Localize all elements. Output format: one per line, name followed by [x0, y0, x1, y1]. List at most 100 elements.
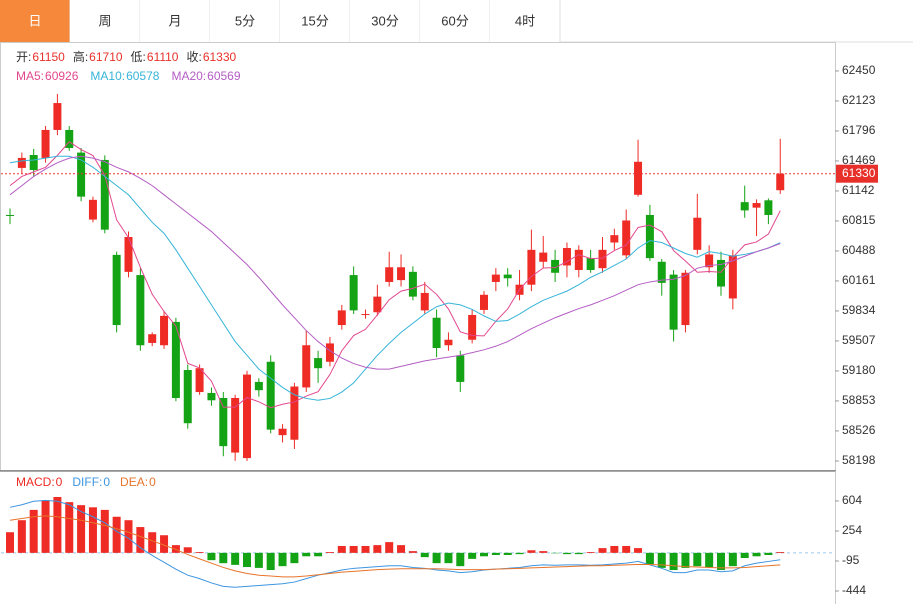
macd-bar — [610, 545, 619, 553]
macd-bar — [515, 552, 524, 555]
candle-body — [148, 334, 157, 343]
y-tick-label: 60488 — [842, 243, 876, 257]
candle-body — [776, 173, 785, 191]
tab-label[interactable]: 月 — [168, 13, 181, 28]
macd-bar — [420, 552, 429, 558]
macd-bar — [314, 552, 323, 557]
y-tick-label: 61469 — [842, 153, 876, 167]
macd-bar — [207, 552, 216, 561]
tab-label[interactable]: 30分 — [371, 13, 398, 28]
tab-label[interactable]: 日 — [28, 13, 41, 28]
tab[interactable] — [490, 0, 560, 42]
macd-bar — [290, 552, 299, 564]
macd-bar — [88, 507, 97, 553]
macd-bar — [705, 552, 714, 568]
candle-body — [705, 254, 714, 268]
info-value: 0 — [103, 475, 110, 489]
tab[interactable] — [0, 0, 70, 42]
info-value: 60926 — [45, 69, 79, 83]
macd-bar — [527, 550, 536, 553]
tab-label[interactable]: 15分 — [301, 13, 328, 28]
macd-bar — [302, 552, 311, 557]
candle-body — [290, 386, 299, 440]
last-price-label: 61330 — [842, 166, 876, 180]
candle-body — [231, 397, 240, 453]
candle-body — [278, 428, 287, 436]
candle-body — [29, 154, 38, 171]
y-tick-label: -444 — [842, 583, 866, 597]
candle-body — [468, 314, 477, 340]
macd-bar — [444, 552, 453, 564]
candle-body — [740, 202, 749, 211]
candle-body — [207, 392, 216, 401]
candle-body — [41, 129, 50, 158]
tab-label[interactable]: 周 — [98, 13, 111, 28]
candle-body — [408, 271, 417, 297]
macd-bar — [41, 500, 50, 553]
y-tick-label: 59834 — [842, 303, 876, 317]
macd-bar — [278, 552, 287, 567]
candle-body — [562, 248, 571, 266]
macd-bar — [53, 496, 62, 553]
candle-body — [669, 274, 678, 330]
candle-body — [693, 217, 702, 250]
macd-bar — [693, 552, 702, 567]
tab-label[interactable]: 5分 — [235, 13, 255, 28]
macd-bar — [266, 552, 275, 571]
candle-body — [574, 249, 583, 271]
macd-bar — [231, 552, 240, 565]
y-tick-label: 60815 — [842, 213, 876, 227]
tab[interactable] — [280, 0, 350, 42]
macd-bar — [456, 552, 465, 567]
candle-body — [397, 267, 406, 281]
info-label: DEA: — [120, 475, 148, 489]
y-tick-label: 59180 — [842, 363, 876, 377]
tab[interactable] — [420, 0, 490, 42]
tab-label[interactable]: 60分 — [441, 13, 468, 28]
macd-bar — [717, 552, 725, 571]
macd-bar — [17, 520, 26, 553]
macd-bar — [681, 552, 690, 568]
candle-body — [764, 200, 773, 215]
macd-bar — [598, 548, 607, 553]
macd-bar — [562, 552, 571, 555]
tab[interactable] — [70, 0, 140, 42]
tab[interactable] — [140, 0, 210, 42]
candle-body — [598, 249, 607, 269]
candle-body — [171, 321, 180, 398]
macd-bar — [65, 502, 74, 553]
info-value: 60578 — [126, 69, 160, 83]
info-value: 0 — [56, 475, 63, 489]
candle-body — [456, 355, 465, 382]
macd-bar — [136, 527, 145, 553]
candle-body — [53, 103, 62, 130]
macd-bar — [100, 509, 109, 553]
diff-line — [9, 499, 781, 588]
candle-body — [622, 220, 631, 256]
candle-body — [219, 397, 228, 447]
y-tick-label: 58526 — [842, 423, 876, 437]
tab[interactable] — [350, 0, 420, 42]
macd-bar — [669, 552, 678, 571]
candle-body — [551, 259, 560, 273]
candle-body — [385, 267, 394, 282]
macd-bar — [254, 552, 263, 568]
macd-bar — [325, 551, 334, 553]
candle-body — [752, 203, 761, 208]
macd-bar — [361, 545, 370, 553]
macd-bar — [337, 545, 346, 553]
tab-label[interactable]: 4时 — [515, 13, 535, 28]
info-label: 收: — [186, 50, 201, 64]
candle-body — [444, 339, 453, 346]
candle-body — [645, 214, 654, 259]
dea-line — [9, 515, 781, 578]
last-price-box — [836, 164, 878, 183]
macd-bar — [657, 552, 666, 568]
info-value: 61330 — [203, 50, 237, 64]
y-tick-label: 62123 — [842, 93, 876, 107]
tab[interactable] — [210, 0, 280, 42]
candle-body — [17, 157, 26, 168]
macd-bar — [776, 551, 785, 553]
macd-bar — [77, 505, 86, 553]
candle-body — [503, 274, 512, 279]
